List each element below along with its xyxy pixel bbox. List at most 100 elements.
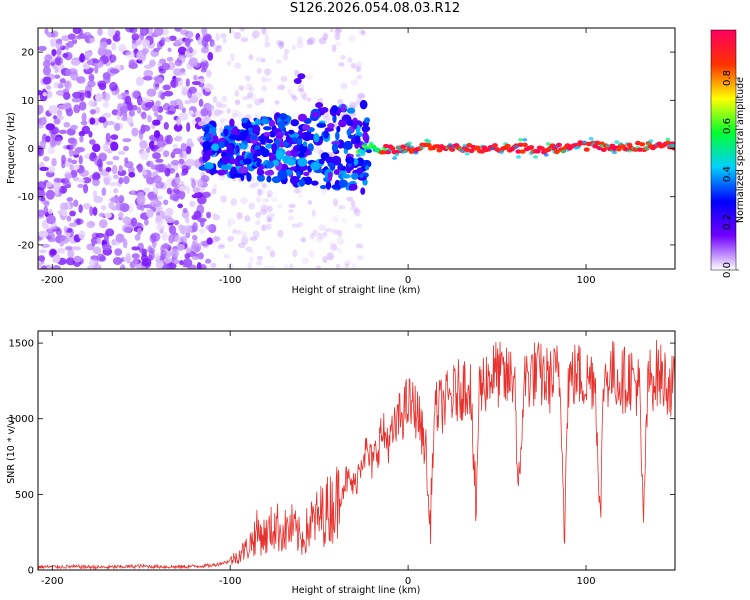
spectrogram-cell	[637, 147, 644, 152]
spectrogram-cell	[185, 185, 191, 195]
spectrogram-cell	[102, 174, 112, 183]
spectrogram-cell	[298, 152, 305, 159]
spectrogram-cell	[107, 28, 116, 37]
spectrogram-cell	[504, 143, 511, 149]
snr-line	[38, 339, 675, 570]
spectrogram-cell	[167, 47, 172, 52]
spectrogram-cell	[201, 28, 208, 37]
spectrogram-cell	[152, 144, 160, 150]
spectrogram-cell	[243, 74, 250, 82]
spectrogram-cell	[39, 166, 49, 171]
spectrogram-cell	[325, 181, 332, 190]
spectrogram-cell	[233, 173, 243, 178]
spectrogram-cell	[402, 149, 408, 154]
spectrogram-cell	[332, 198, 339, 207]
spectrogram-cell	[291, 45, 297, 50]
spectrogram-cell	[54, 66, 59, 74]
spectrogram-cell	[389, 146, 396, 151]
spectrogram-cell	[113, 188, 119, 194]
spectrogram-cell	[343, 140, 353, 151]
spectrogram-cell	[665, 137, 671, 142]
spectrogram-cell	[174, 39, 181, 46]
spectrogram-cell	[66, 197, 74, 202]
spectrogram-cell	[131, 33, 139, 41]
spectrogram-cell	[251, 30, 260, 38]
spectrogram-cell	[189, 200, 196, 208]
spectrogram-cell	[105, 132, 111, 143]
spectrogram-cell	[346, 120, 353, 127]
spectrogram-cell	[350, 79, 359, 86]
spectrogram-cell	[242, 158, 253, 165]
spectrogram-cell	[94, 106, 101, 114]
spectrogram-cell	[125, 51, 136, 59]
spectrogram-cell	[38, 230, 49, 238]
spectrogram-cell	[65, 68, 72, 77]
spectrogram-cell	[46, 90, 53, 99]
spectrogram-cell	[92, 58, 100, 64]
spectrogram-cell	[297, 83, 304, 91]
spectrogram-cell	[46, 166, 56, 173]
spectrogram-cell	[289, 263, 294, 269]
spectrogram-cell	[106, 160, 114, 166]
spectrogram-cell	[261, 76, 266, 83]
spectrogram-cell	[490, 146, 496, 151]
spectrogram-cell	[153, 47, 160, 52]
spectrogram-cell	[188, 110, 194, 115]
spectrogram-cell	[55, 186, 60, 197]
spectrogram-cell	[331, 44, 337, 53]
spectrogram-cell	[123, 145, 129, 152]
spectrogram-cell	[148, 196, 159, 202]
spectrogram-cell	[147, 245, 153, 254]
spectrogram-cell	[212, 96, 218, 104]
spectrogram-cell	[513, 145, 519, 149]
spectrogram-cell	[178, 158, 185, 165]
spectrogram-cell	[110, 141, 119, 151]
spectrogram-cell	[109, 54, 117, 63]
colorbar-tick-label: 0.0	[722, 262, 733, 278]
spectrogram-cell	[44, 54, 53, 63]
spectrogram-cell	[240, 236, 249, 245]
spectrogram-cell	[292, 136, 298, 143]
spectrogram-cell	[173, 77, 181, 82]
spectrogram-cell	[336, 247, 342, 254]
spectrogram-cell	[100, 205, 107, 211]
spectrogram-cell	[355, 66, 361, 73]
spectrogram-cell	[198, 227, 206, 235]
spectrogram-cell	[528, 145, 535, 150]
spectrogram-cell	[205, 258, 212, 264]
spectrogram-cell	[236, 111, 244, 119]
colorbar-ramp	[710, 29, 737, 271]
spectrogram-cell	[119, 203, 130, 213]
spectrogram-cell	[394, 152, 400, 157]
spectrogram-cell	[78, 230, 86, 240]
spectrogram-cell	[325, 156, 336, 165]
spectrogram-cell	[266, 193, 272, 199]
spectrogram-cell	[191, 178, 196, 189]
spectrogram-cell	[231, 113, 239, 118]
spectrogram-cell	[341, 218, 348, 224]
spectrogram-cell	[362, 131, 369, 142]
colorbar: 0.0 0.2 0.4 0.6 0.8 Normalized spectral ampl…	[710, 29, 746, 278]
spectrogram-cell	[43, 200, 50, 207]
spectrogram-cell	[264, 170, 275, 176]
spectrogram-cell	[122, 176, 130, 185]
spectrogram-cell	[66, 215, 72, 222]
spectrogram-cell	[358, 29, 366, 35]
spectrogram-cell	[136, 106, 142, 114]
spectrogram-cell	[206, 211, 212, 219]
spectrogram-cell	[256, 67, 262, 74]
spectrogram-cell	[230, 198, 238, 206]
spectrogram-cell	[131, 43, 138, 50]
spectrogram-cell	[39, 190, 46, 198]
spectrogram-cell	[182, 207, 188, 214]
spectrogram-cell	[237, 242, 246, 249]
spectrogram-cell	[43, 205, 49, 216]
spectrogram-cell	[110, 134, 119, 141]
spectrogram-cell	[255, 211, 262, 218]
spectrogram-cell	[173, 123, 183, 132]
spectrogram-cell	[69, 210, 76, 217]
spectrogram-cell	[134, 233, 141, 241]
spectrogram-cell	[84, 90, 92, 98]
spectrogram-cell	[198, 252, 204, 260]
spectrogram-cell	[81, 112, 87, 123]
